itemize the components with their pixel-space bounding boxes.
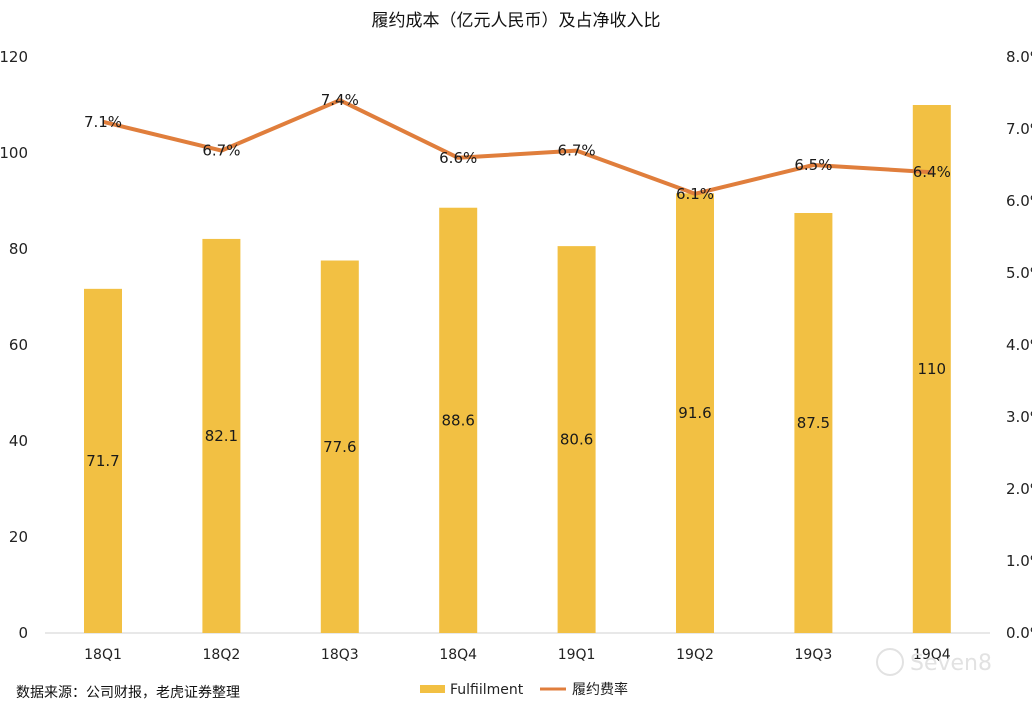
bar xyxy=(439,207,478,633)
rate-value-label: 6.5% xyxy=(794,156,832,174)
bar xyxy=(794,213,833,633)
legend-swatch-bar xyxy=(420,685,445,693)
category-label: 18Q2 xyxy=(203,647,241,663)
y-tick-label: 120 xyxy=(0,48,28,66)
rate-value-label: 6.4% xyxy=(913,163,951,181)
legend-label-line: 履约费率 xyxy=(572,681,628,698)
rate-value-label: 7.4% xyxy=(321,91,359,109)
bar xyxy=(202,238,241,634)
line-series xyxy=(102,98,932,196)
y2-tick-label: 5.0% xyxy=(1006,264,1032,282)
y-tick-label: 60 xyxy=(9,336,28,354)
y-tick-label: 40 xyxy=(9,432,28,450)
y-tick-label: 100 xyxy=(0,144,28,162)
bar-value-labels: 71.7 82.1 77.6 88.6 80.6 91.6 87.5 110 xyxy=(86,360,946,470)
y-tick-label: 20 xyxy=(9,528,28,546)
legend: Fulfiilment 履约费率 xyxy=(420,681,628,698)
y2-tick-label: 1.0% xyxy=(1006,552,1032,570)
right-axis-ticks: 0.0% 1.0% 2.0% 3.0% 4.0% 5.0% 6.0% 7.0% 8.0% xyxy=(1006,48,1032,642)
rate-line xyxy=(102,98,932,196)
bar-value-label: 91.6 xyxy=(678,404,711,422)
bar-value-label: 80.6 xyxy=(560,431,593,449)
bar xyxy=(676,193,714,633)
bar xyxy=(84,288,122,633)
category-label: 18Q3 xyxy=(321,647,359,663)
bar xyxy=(912,105,951,633)
y2-tick-label: 0.0% xyxy=(1006,624,1032,642)
y2-tick-label: 7.0% xyxy=(1006,120,1032,138)
watermark: Seven8 xyxy=(876,648,992,676)
rate-value-label: 6.1% xyxy=(676,185,714,203)
rate-value-label: 6.6% xyxy=(439,149,477,167)
category-label: 19Q4 xyxy=(913,647,951,663)
chart-title: 履约成本（亿元人民币）及占净收入比 xyxy=(372,11,661,31)
bar-value-label: 77.6 xyxy=(323,438,356,456)
source-note: 数据来源：公司财报，老虎证券整理 xyxy=(16,685,240,701)
rate-value-label: 7.1% xyxy=(84,113,122,131)
bar xyxy=(320,260,359,633)
category-label: 18Q4 xyxy=(439,647,477,663)
bar-value-label: 88.6 xyxy=(441,411,474,429)
line-value-labels: 7.1% 6.7% 7.4% 6.6% 6.7% 6.1% 6.5% 6.4% xyxy=(84,91,951,203)
bar xyxy=(557,246,596,633)
rate-value-label: 6.7% xyxy=(558,142,596,160)
category-label: 18Q1 xyxy=(84,647,122,663)
y-tick-label: 0 xyxy=(18,624,28,642)
bar-value-label: 71.7 xyxy=(86,452,119,470)
y-tick-label: 80 xyxy=(9,240,28,258)
y2-tick-label: 6.0% xyxy=(1006,192,1032,210)
bar-value-label: 110 xyxy=(917,360,946,378)
category-label: 19Q3 xyxy=(795,647,833,663)
y2-tick-label: 3.0% xyxy=(1006,408,1032,426)
legend-label-bar: Fulfiilment xyxy=(450,682,524,698)
category-label: 19Q2 xyxy=(676,647,714,663)
bar-value-label: 87.5 xyxy=(797,414,830,432)
y2-tick-label: 8.0% xyxy=(1006,48,1032,66)
y2-tick-label: 2.0% xyxy=(1006,480,1032,498)
left-axis-ticks: 0 20 40 60 80 100 120 xyxy=(0,48,28,642)
bar-value-label: 82.1 xyxy=(205,427,238,445)
watermark-logo-icon xyxy=(876,648,904,676)
category-label: 19Q1 xyxy=(558,647,596,663)
bar-series xyxy=(84,105,951,634)
category-labels: 18Q1 18Q2 18Q3 18Q4 19Q1 19Q2 19Q3 19Q4 xyxy=(84,647,951,663)
watermark-text: Seven8 xyxy=(910,651,992,676)
y2-tick-label: 4.0% xyxy=(1006,336,1032,354)
rate-value-label: 6.7% xyxy=(202,142,240,160)
